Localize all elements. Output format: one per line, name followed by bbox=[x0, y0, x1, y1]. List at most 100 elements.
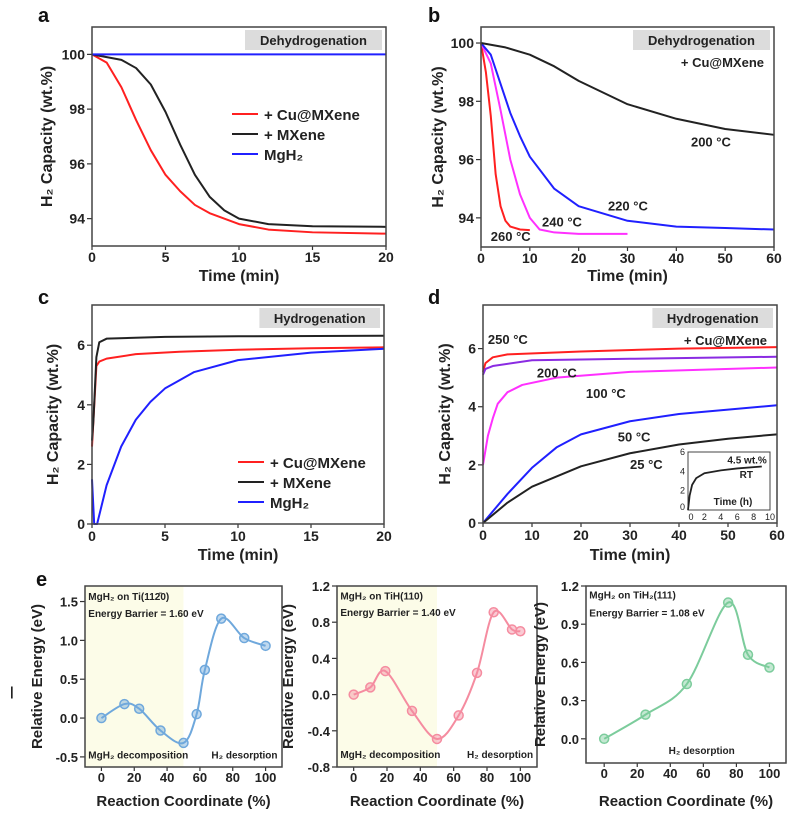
y-tick-label: 0.6 bbox=[561, 655, 579, 670]
x-axis-title: Time (min) bbox=[198, 547, 279, 564]
inset-series-line bbox=[687, 465, 762, 511]
legend-label: MgH₂ bbox=[270, 495, 309, 512]
x-tick-label: 20 bbox=[630, 766, 644, 781]
y-tick-label: 98 bbox=[458, 93, 474, 109]
series-line--Cu-MXene bbox=[91, 346, 385, 447]
x-tick-label: 100 bbox=[759, 766, 781, 781]
x-tick-label: 20 bbox=[571, 250, 587, 266]
series-group bbox=[348, 606, 526, 745]
inset-x-tick-label: 10 bbox=[765, 512, 775, 522]
x-tick-label: 10 bbox=[230, 528, 246, 544]
annotation: MgH₂ on Ti(112̄0) bbox=[88, 592, 169, 603]
data-point bbox=[406, 705, 418, 717]
x-tick-label: 60 bbox=[769, 527, 785, 543]
legend-label: + Cu@MXene bbox=[270, 455, 366, 472]
data-point bbox=[453, 710, 464, 721]
x-tick-label: 20 bbox=[573, 527, 589, 543]
annotation: 250 °C bbox=[488, 332, 529, 347]
x-tick-label: 10 bbox=[231, 249, 247, 265]
y-tick-label: 2 bbox=[77, 456, 85, 472]
x-tick-label: 60 bbox=[193, 770, 207, 785]
y-axis-title: H₂ Capacity (wt.%) bbox=[437, 343, 454, 484]
x-tick-label: 20 bbox=[380, 770, 394, 785]
x-axis-title: Reaction Coordinate (%) bbox=[599, 793, 773, 810]
y-axis-title: H₂ Capacity (wt.%) bbox=[430, 66, 447, 207]
y-tick-label: 100 bbox=[62, 46, 86, 62]
x-tick-label: 0 bbox=[88, 528, 96, 544]
y-tick-label: -0.8 bbox=[308, 760, 330, 775]
inset-x-tick-label: 0 bbox=[688, 512, 693, 522]
x-tick-label: 15 bbox=[305, 249, 321, 265]
panel-letter: e bbox=[36, 569, 47, 591]
y-axis-title: H₂ Capacity (wt.%) bbox=[39, 66, 56, 207]
series-line-100-C bbox=[482, 366, 778, 466]
x-tick-label: 15 bbox=[303, 528, 319, 544]
inset-x-axis-title: Time (h) bbox=[714, 497, 753, 508]
plot-frame bbox=[482, 304, 778, 524]
annotation: 25 °C bbox=[630, 457, 663, 472]
y-tick-label: 1.0 bbox=[60, 633, 78, 648]
y-tick-label: -0.4 bbox=[308, 724, 331, 739]
panel-c: 0 5 10 15 20 0 2 4 6 Hydrogenation + Cu@MXene + MXe… bbox=[38, 287, 392, 564]
series-line bbox=[603, 601, 770, 740]
data-point bbox=[471, 667, 483, 679]
plot-frame bbox=[480, 26, 775, 248]
x-axis-title: Time (min) bbox=[590, 547, 671, 564]
series-line-25-C bbox=[482, 433, 778, 524]
x-tick-label: 60 bbox=[446, 770, 460, 785]
x-axis-title: Reaction Coordinate (%) bbox=[350, 793, 524, 810]
data-point bbox=[365, 682, 376, 693]
y-axis-title: Relative Energy (eV) bbox=[280, 604, 297, 749]
data-point bbox=[199, 664, 211, 676]
x-tick-label: 60 bbox=[766, 250, 782, 266]
data-point bbox=[640, 709, 651, 720]
y-tick-label: -0.5 bbox=[56, 750, 78, 765]
y-tick-label: 96 bbox=[69, 156, 85, 172]
annotation: 260 °C bbox=[491, 229, 532, 244]
annotation: H₂ desorption bbox=[467, 750, 533, 761]
panel-e2: 0 20 40 60 80 100 -0.8 -0.4 0.0 0.4 0.8 1.2 MgH₂ on … bbox=[280, 579, 538, 810]
data-point bbox=[348, 689, 359, 700]
x-tick-label: 80 bbox=[480, 770, 494, 785]
panel-a: 0 5 10 15 20 94 96 98 100 Dehydrogenation + Cu@MXe… bbox=[38, 5, 394, 285]
y-tick-label: 100 bbox=[451, 35, 475, 51]
panel-e3: 0 20 40 60 80 100 0.0 0.3 0.6 0.9 1.2 MgH₂ on TiH₂(… bbox=[532, 579, 787, 810]
inset-y-tick-label: 2 bbox=[680, 486, 685, 496]
plot-frame bbox=[336, 585, 538, 768]
data-point bbox=[742, 649, 754, 661]
subtag-label: + Cu@MXene bbox=[681, 55, 764, 70]
tag-label: Dehydrogenation bbox=[648, 33, 755, 48]
y-tick-label: 0.0 bbox=[561, 732, 579, 747]
y-tick-label: 0.4 bbox=[312, 651, 331, 666]
series-line-240-C bbox=[480, 42, 628, 235]
annotation: MgH₂ on TiH(110) bbox=[340, 592, 423, 603]
inset-y-tick-label: 4 bbox=[680, 466, 685, 476]
panel-letter: d bbox=[428, 287, 440, 309]
x-tick-label: 0 bbox=[477, 250, 485, 266]
y-tick-label: 0 bbox=[468, 515, 476, 531]
x-tick-label: 40 bbox=[413, 770, 427, 785]
data-point bbox=[515, 626, 526, 637]
x-tick-label: 10 bbox=[522, 250, 538, 266]
tag-label: Dehydrogenation bbox=[260, 33, 367, 48]
data-point bbox=[155, 725, 166, 736]
series-line-MgH- bbox=[91, 347, 385, 525]
x-tick-label: 5 bbox=[161, 528, 169, 544]
inset-y-tick-label: 0 bbox=[680, 502, 685, 512]
tag-label: Hydrogenation bbox=[274, 311, 366, 326]
legend-label: + MXene bbox=[264, 127, 325, 144]
stray-mark: | bbox=[10, 684, 14, 699]
x-tick-label: 40 bbox=[160, 770, 174, 785]
data-point bbox=[598, 733, 610, 745]
y-tick-label: 0.3 bbox=[561, 694, 579, 709]
data-point bbox=[722, 597, 734, 608]
tag-box bbox=[633, 30, 770, 50]
y-axis-title: Relative Energy (eV) bbox=[532, 602, 549, 747]
plot-frame bbox=[91, 304, 385, 525]
y-tick-label: 4 bbox=[468, 399, 476, 415]
data-point bbox=[380, 665, 391, 677]
y-tick-label: 96 bbox=[458, 152, 474, 168]
data-point bbox=[191, 708, 202, 720]
panel-e1: 0 20 40 60 80 100 -0.5 0.0 0.5 1.0 1.5 MgH₂ on Ti(1… bbox=[29, 569, 283, 810]
y-tick-label: 1.2 bbox=[312, 579, 330, 594]
